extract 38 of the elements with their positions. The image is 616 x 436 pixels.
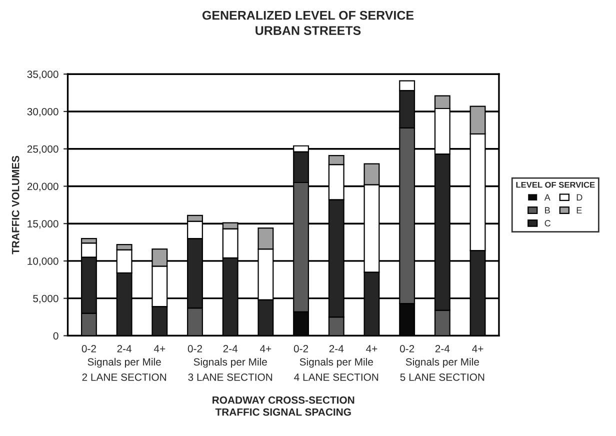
- y-tick-label: 5,000: [33, 294, 58, 304]
- chart-title: GENERALIZED LEVEL OF SERVICE: [202, 10, 414, 20]
- y-tick-label: 0: [53, 332, 58, 340]
- x-tick-label: 0-2: [188, 345, 202, 352]
- text: Signals per Mile: [194, 358, 267, 368]
- text: Signals per Mile: [300, 358, 373, 368]
- y-tick-label: 30,000: [27, 108, 58, 117]
- legend-title: LEVEL OF SERVICE: [516, 182, 595, 188]
- legend-label: E: [576, 207, 582, 214]
- x-axis-title: ROADWAY CROSS-SECTION TRAFFIC SIGNAL SPACING: [212, 396, 354, 416]
- y-tick-label: 25,000: [27, 145, 58, 154]
- x-tick-label: 2-4: [117, 345, 132, 352]
- legend-label: A: [544, 194, 550, 200]
- text: 4 LANE SECTION: [294, 373, 378, 381]
- text: 5 LANE SECTION: [400, 373, 484, 381]
- text: 3 LANE SECTION: [188, 373, 272, 381]
- text: 2 LANE SECTION: [82, 373, 166, 381]
- x-tick-label: 4+: [260, 345, 272, 352]
- y-tick-label: 15,000: [28, 220, 58, 229]
- x-tick-label: 0-2: [400, 345, 414, 352]
- x-tick-label: 4+: [366, 345, 378, 352]
- chart-subtitle: URBAN STREETS: [256, 26, 361, 36]
- x-tick-label: 2-4: [329, 345, 344, 352]
- y-tick-label: 20,000: [27, 182, 58, 192]
- text: Signals per Mile: [88, 358, 161, 368]
- legend-label: C: [544, 220, 551, 226]
- x-tick-label: 0-2: [294, 345, 308, 352]
- legend-label: B: [545, 207, 550, 214]
- x-tick-label: 4+: [154, 345, 166, 352]
- y-tick-label: 35,000: [27, 70, 58, 80]
- x-tick-label: 0-2: [82, 345, 96, 352]
- x-tick-label: 2-4: [435, 345, 450, 352]
- y-tick-label: 10,000: [28, 257, 58, 266]
- x-tick-label: 4+: [472, 345, 484, 352]
- text: Signals per Mile: [406, 358, 479, 368]
- y-axis-title: TRAFFIC VOLUMES: [12, 156, 20, 254]
- x-tick-label: 2-4: [223, 345, 238, 352]
- legend-label: D: [576, 194, 582, 200]
